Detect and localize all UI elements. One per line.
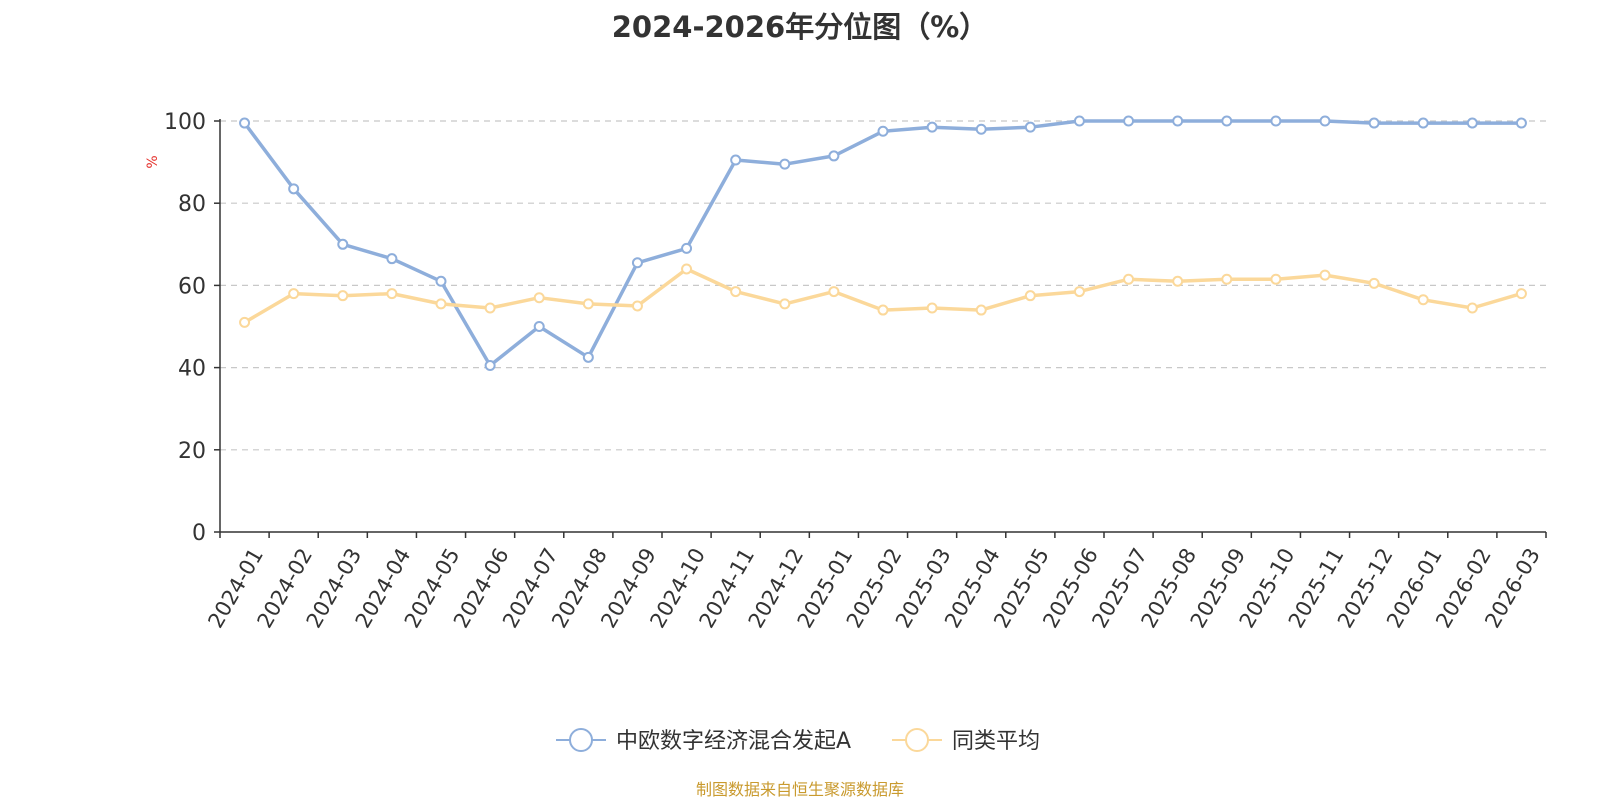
data-point[interactable]	[1073, 115, 1085, 127]
data-point[interactable]	[779, 298, 791, 310]
series-1	[239, 115, 1527, 372]
data-point[interactable]	[239, 316, 251, 328]
legend-label: 中欧数字经济混合发起A	[616, 729, 851, 754]
y-tick-label: 20	[178, 439, 206, 464]
data-point[interactable]	[386, 253, 398, 265]
data-point[interactable]	[1073, 286, 1085, 298]
data-point[interactable]	[828, 150, 840, 162]
data-point[interactable]	[779, 158, 791, 170]
data-point[interactable]	[926, 302, 938, 314]
data-point[interactable]	[730, 154, 742, 166]
data-point[interactable]	[386, 288, 398, 300]
data-point[interactable]	[1515, 288, 1527, 300]
data-point[interactable]	[1319, 269, 1331, 281]
data-point[interactable]	[582, 298, 594, 310]
grid-lines	[220, 120, 1546, 451]
data-point[interactable]	[435, 275, 447, 287]
data-point[interactable]	[926, 121, 938, 133]
legend[interactable]: 中欧数字经济混合发起A 同类平均	[556, 728, 1040, 754]
data-point[interactable]	[1172, 275, 1184, 287]
axes: 020406080100%2024-012024-022024-032024-0…	[145, 110, 1547, 632]
data-point[interactable]	[435, 298, 447, 310]
data-point[interactable]	[730, 286, 742, 298]
data-point[interactable]	[828, 286, 840, 298]
legend-circle-icon	[569, 728, 593, 752]
y-tick-label: 100	[164, 110, 206, 135]
data-point[interactable]	[1368, 277, 1380, 289]
data-point[interactable]	[288, 288, 300, 300]
legend-item-2[interactable]: 同类平均	[892, 728, 1040, 754]
data-point[interactable]	[1221, 115, 1233, 127]
data-point[interactable]	[1024, 290, 1036, 302]
legend-item-1[interactable]: 中欧数字经济混合发起A	[556, 728, 851, 754]
series-lines	[239, 115, 1527, 372]
data-point[interactable]	[1221, 273, 1233, 285]
data-point[interactable]	[484, 360, 496, 372]
data-point[interactable]	[681, 263, 693, 275]
data-point[interactable]	[1123, 115, 1135, 127]
legend-circle-icon	[905, 728, 929, 752]
data-point[interactable]	[337, 238, 349, 250]
chart-title: 2024-2026年分位图（%）	[611, 10, 989, 44]
data-point[interactable]	[1024, 121, 1036, 133]
data-point[interactable]	[533, 321, 545, 332]
data-point[interactable]	[1123, 273, 1135, 285]
legend-label: 同类平均	[952, 729, 1040, 754]
data-source-note: 制图数据来自恒生聚源数据库	[695, 780, 904, 799]
data-point[interactable]	[1417, 117, 1429, 129]
data-point[interactable]	[877, 125, 889, 137]
data-point[interactable]	[1368, 117, 1380, 129]
y-tick-label: 80	[178, 192, 206, 217]
data-point[interactable]	[1466, 117, 1478, 129]
y-tick-label: 40	[178, 357, 206, 382]
data-point[interactable]	[1515, 117, 1527, 129]
data-point[interactable]	[681, 242, 693, 254]
data-point[interactable]	[484, 302, 496, 314]
y-tick-label: 60	[178, 274, 206, 299]
data-point[interactable]	[877, 304, 889, 316]
data-point[interactable]	[1417, 294, 1429, 306]
data-point[interactable]	[582, 351, 594, 363]
series-line	[243, 119, 1522, 368]
data-point[interactable]	[1319, 115, 1331, 127]
data-point[interactable]	[975, 123, 987, 135]
data-point[interactable]	[1270, 273, 1282, 285]
data-point[interactable]	[288, 183, 300, 195]
data-point[interactable]	[631, 257, 643, 269]
y-axis-label: %	[145, 155, 161, 168]
data-point[interactable]	[533, 292, 545, 304]
data-point[interactable]	[975, 304, 987, 316]
data-point[interactable]	[631, 300, 643, 312]
data-point[interactable]	[337, 290, 349, 302]
series-2	[239, 263, 1527, 328]
data-point[interactable]	[1466, 302, 1478, 314]
data-point[interactable]	[239, 117, 251, 129]
data-point[interactable]	[1172, 115, 1184, 127]
data-point[interactable]	[1270, 115, 1282, 127]
y-tick-label: 0	[192, 521, 206, 546]
